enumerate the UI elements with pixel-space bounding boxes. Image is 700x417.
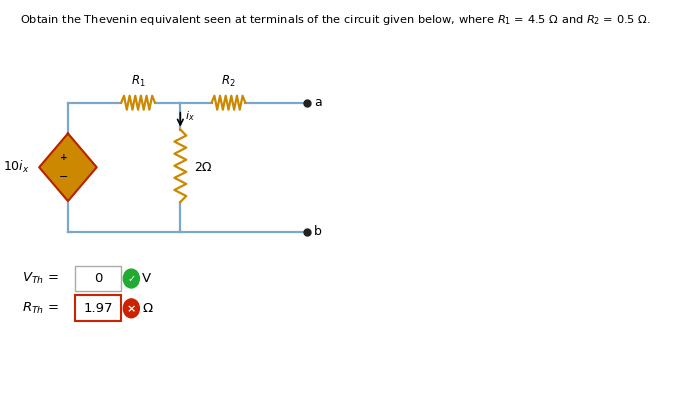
Text: $R_2$: $R_2$ (221, 74, 236, 89)
Text: $V_{Th}$ =: $V_{Th}$ = (22, 271, 59, 286)
Text: 2Ω: 2Ω (194, 161, 211, 174)
Text: $10i_x$: $10i_x$ (4, 159, 30, 175)
Bar (75, 295, 121, 321)
Bar (75, 266, 121, 291)
Text: Obtain the Thevenin equivalent seen at terminals of the circuit given below, whe: Obtain the Thevenin equivalent seen at t… (20, 13, 650, 27)
Text: 0: 0 (94, 272, 102, 285)
Circle shape (123, 299, 139, 318)
Text: 1.97: 1.97 (83, 302, 113, 315)
Text: Ω: Ω (142, 302, 153, 315)
Text: a: a (314, 96, 321, 109)
Text: $i_x$: $i_x$ (186, 109, 195, 123)
Circle shape (123, 269, 139, 288)
Text: V: V (142, 272, 151, 285)
Text: $R_{Th}$ =: $R_{Th}$ = (22, 301, 60, 316)
Text: −: − (59, 172, 69, 182)
Text: ✓: ✓ (127, 274, 135, 284)
Text: ×: × (127, 304, 136, 314)
Text: b: b (314, 225, 322, 239)
Polygon shape (39, 133, 97, 201)
Text: +: + (60, 153, 67, 162)
Text: $R_1$: $R_1$ (131, 74, 146, 89)
